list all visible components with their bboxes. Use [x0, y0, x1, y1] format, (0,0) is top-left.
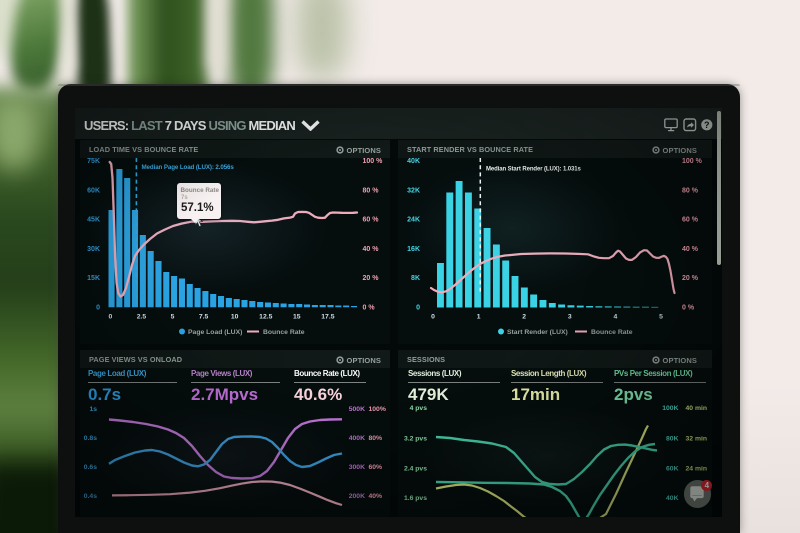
svg-text:100 %: 100 % [363, 158, 384, 165]
svg-text:100K: 100K [662, 405, 678, 412]
svg-text:80%: 80% [369, 435, 383, 442]
svg-text:4 pvs: 4 pvs [410, 405, 428, 412]
svg-text:1: 1 [477, 314, 481, 321]
svg-text:Bounce Rate: Bounce Rate [263, 329, 305, 336]
svg-text:45K: 45K [87, 217, 100, 224]
svg-text:Start Render (LUX): Start Render (LUX) [507, 329, 568, 336]
svg-text:7.5: 7.5 [199, 314, 209, 321]
svg-text:0 %: 0 % [363, 305, 376, 312]
svg-text:17.5: 17.5 [321, 314, 334, 321]
svg-text:0 %: 0 % [682, 305, 695, 312]
svg-text:60 %: 60 % [363, 217, 380, 224]
svg-text:15: 15 [293, 314, 301, 321]
svg-text:12.5: 12.5 [259, 314, 272, 321]
svg-text:0.6s: 0.6s [84, 464, 97, 471]
svg-text:0.4s: 0.4s [84, 493, 97, 500]
svg-text:?: ? [704, 120, 710, 130]
svg-text:0: 0 [109, 314, 113, 321]
svg-text:80 %: 80 % [682, 187, 699, 194]
svg-text:24 min: 24 min [686, 466, 708, 473]
svg-text:Median Start Render (LUX): 1.0: Median Start Render (LUX): 1.031s [486, 167, 581, 173]
svg-text:2.5: 2.5 [137, 314, 147, 321]
svg-text:40 %: 40 % [363, 246, 380, 253]
svg-text:15K: 15K [87, 275, 100, 282]
svg-text:5: 5 [171, 314, 175, 321]
svg-text:40%: 40% [369, 493, 383, 500]
svg-text:20 %: 20 % [682, 275, 699, 282]
svg-text:60K: 60K [87, 187, 100, 194]
svg-text:0: 0 [96, 305, 100, 312]
svg-text:2.4 pvs: 2.4 pvs [404, 466, 427, 473]
svg-text:75K: 75K [87, 158, 100, 165]
svg-text:40 %: 40 % [682, 246, 699, 253]
svg-text:Median Page Load (LUX): 2.056s: Median Page Load (LUX): 2.056s [142, 164, 235, 171]
svg-text:400K: 400K [349, 435, 365, 442]
svg-text:2: 2 [522, 314, 526, 321]
svg-text:32 min: 32 min [686, 436, 708, 443]
svg-text:80 %: 80 % [363, 187, 380, 194]
svg-text:1.6 pvs: 1.6 pvs [404, 495, 427, 502]
svg-text:40 min: 40 min [686, 405, 708, 412]
svg-text:80K: 80K [666, 436, 679, 443]
svg-text:100%: 100% [369, 406, 386, 413]
svg-text:500K: 500K [349, 406, 365, 413]
svg-text:200K: 200K [349, 493, 365, 500]
svg-text:10: 10 [231, 314, 239, 321]
svg-text:60%: 60% [369, 464, 383, 471]
svg-text:100 %: 100 % [682, 158, 703, 165]
svg-text:24K: 24K [407, 217, 420, 224]
svg-text:0: 0 [416, 305, 420, 312]
svg-text:4: 4 [614, 314, 618, 321]
svg-text:3.2 pvs: 3.2 pvs [404, 436, 427, 443]
svg-text:60K: 60K [666, 466, 679, 473]
svg-text:Bounce Rate: Bounce Rate [591, 329, 633, 336]
svg-text:40K: 40K [407, 158, 420, 165]
svg-text:32K: 32K [407, 187, 420, 194]
svg-text:40K: 40K [666, 495, 679, 502]
svg-text:0.8s: 0.8s [84, 435, 97, 442]
svg-text:20 %: 20 % [363, 275, 380, 282]
svg-text:3: 3 [568, 314, 572, 321]
svg-text:5: 5 [659, 314, 663, 321]
svg-text:Page Load (LUX): Page Load (LUX) [188, 329, 242, 336]
svg-text:60 %: 60 % [682, 217, 699, 224]
svg-text:0: 0 [431, 314, 435, 321]
svg-text:300K: 300K [349, 464, 365, 471]
svg-text:16K: 16K [407, 246, 420, 253]
svg-text:30K: 30K [87, 246, 100, 253]
svg-text:1s: 1s [89, 406, 97, 413]
svg-text:8K: 8K [411, 275, 420, 282]
